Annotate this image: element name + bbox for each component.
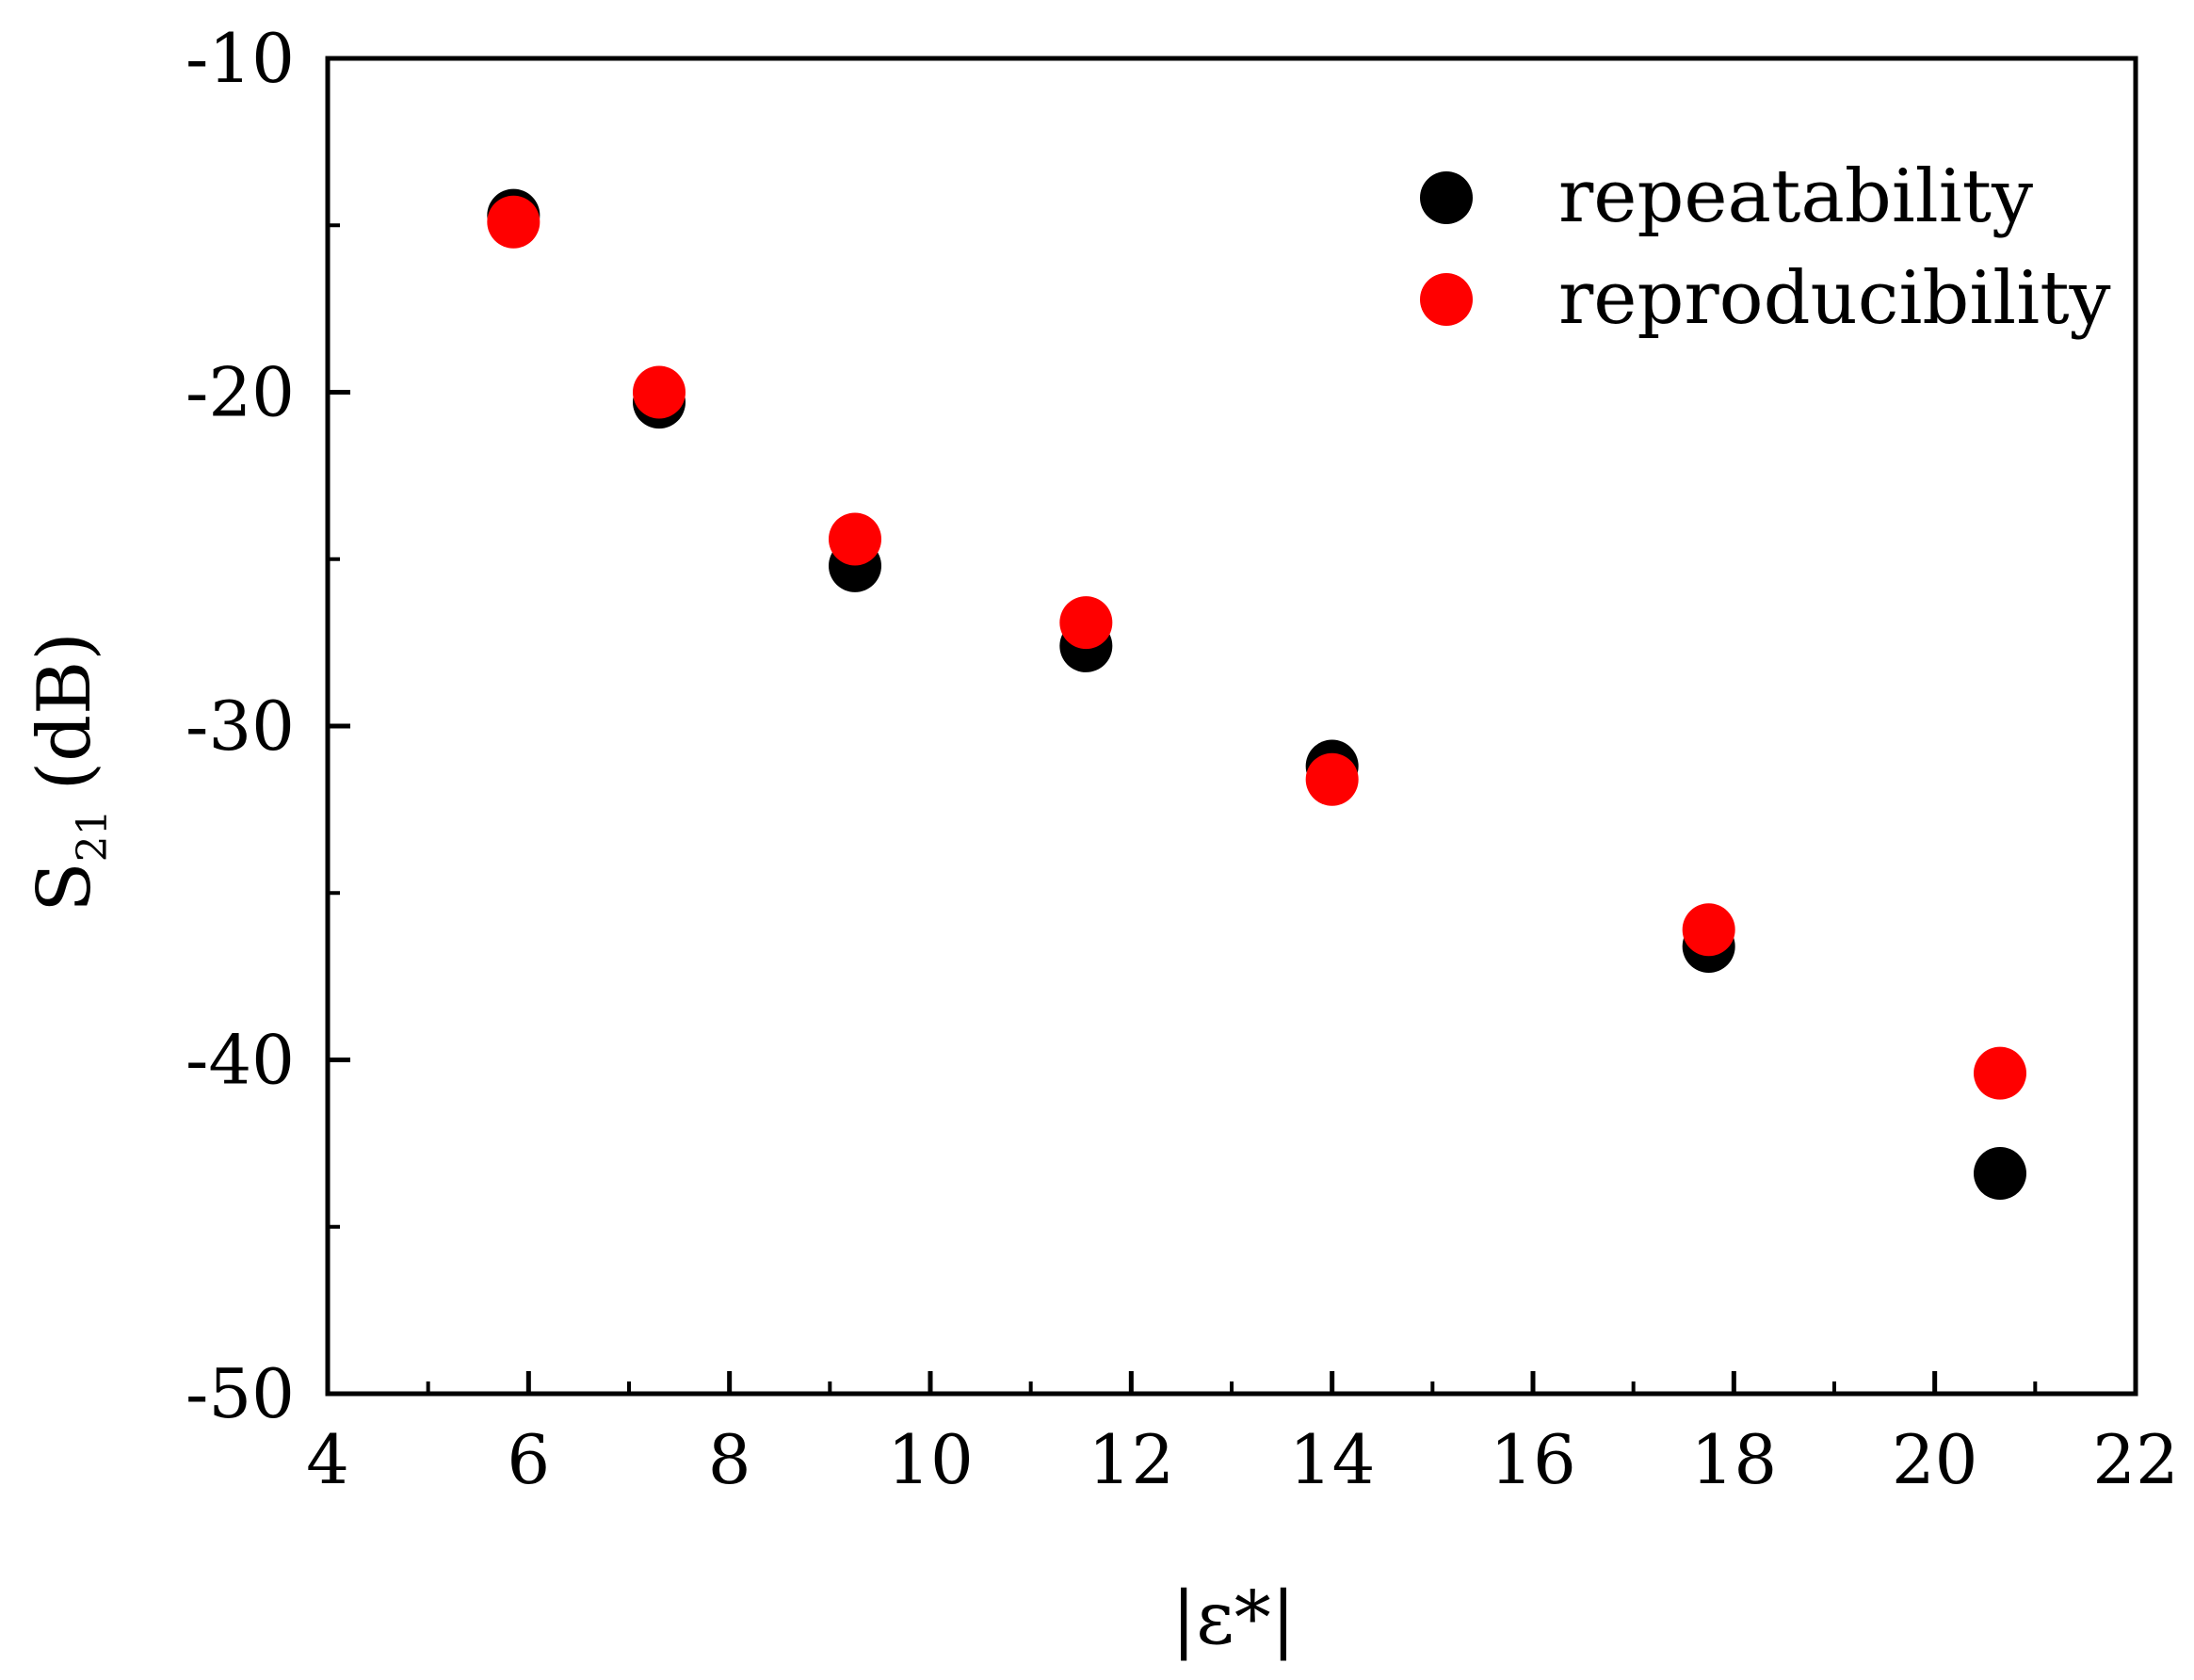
legend-marker-repeatability [1420, 171, 1473, 224]
y-tick-label: -10 [186, 19, 295, 98]
x-tick-label: 4 [306, 1420, 349, 1499]
y-axis: -10 -20 -30 -40 -50 [186, 19, 350, 1433]
legend-item-reproducibility: reproducibility [1420, 256, 2111, 341]
point-reproducibility [1059, 596, 1113, 650]
x-tick-label: 14 [1289, 1420, 1376, 1499]
x-tick-label: 8 [708, 1420, 751, 1499]
y-tick-label: -20 [186, 353, 295, 432]
x-axis: 4 6 8 10 12 14 16 18 20 22 [306, 1371, 2179, 1499]
point-reproducibility [1974, 1046, 2026, 1100]
y-axis-title-unit: (dB) [23, 632, 107, 790]
point-reproducibility [487, 195, 540, 249]
y-tick-label: -50 [186, 1354, 295, 1433]
legend-label-repeatability: repeatability [1558, 154, 2033, 239]
y-tick-label: -40 [186, 1021, 295, 1100]
x-tick-label: 20 [1892, 1420, 1978, 1499]
point-reproducibility [829, 512, 881, 566]
legend-label-reproducibility: reproducibility [1558, 256, 2111, 341]
point-reproducibility [1305, 752, 1359, 806]
point-reproducibility [1682, 903, 1735, 957]
x-tick-label: 18 [1691, 1420, 1778, 1499]
y-axis-title-subscript: 21 [69, 809, 117, 862]
x-tick-label: 12 [1089, 1420, 1175, 1499]
x-tick-label: 22 [2092, 1420, 2179, 1499]
series-reproducibility [487, 195, 2026, 1100]
y-axis-title-base: S [23, 862, 107, 912]
data-points [487, 188, 2026, 1201]
x-tick-label: 10 [887, 1420, 974, 1499]
x-axis-title: |ε*| [1171, 1576, 1296, 1661]
y-tick-label: -30 [186, 687, 295, 766]
x-tick-label: 6 [507, 1420, 550, 1499]
point-repeatability [1974, 1147, 2026, 1201]
legend-item-repeatability: repeatability [1420, 154, 2033, 239]
legend: repeatability reproducibility [1420, 154, 2111, 341]
svg-text:S21(dB): S21 (dB) [23, 632, 117, 913]
legend-marker-reproducibility [1420, 273, 1473, 326]
point-reproducibility [633, 365, 686, 419]
y-axis-title: S21 (dB) [23, 632, 117, 913]
x-tick-label: 16 [1490, 1420, 1576, 1499]
